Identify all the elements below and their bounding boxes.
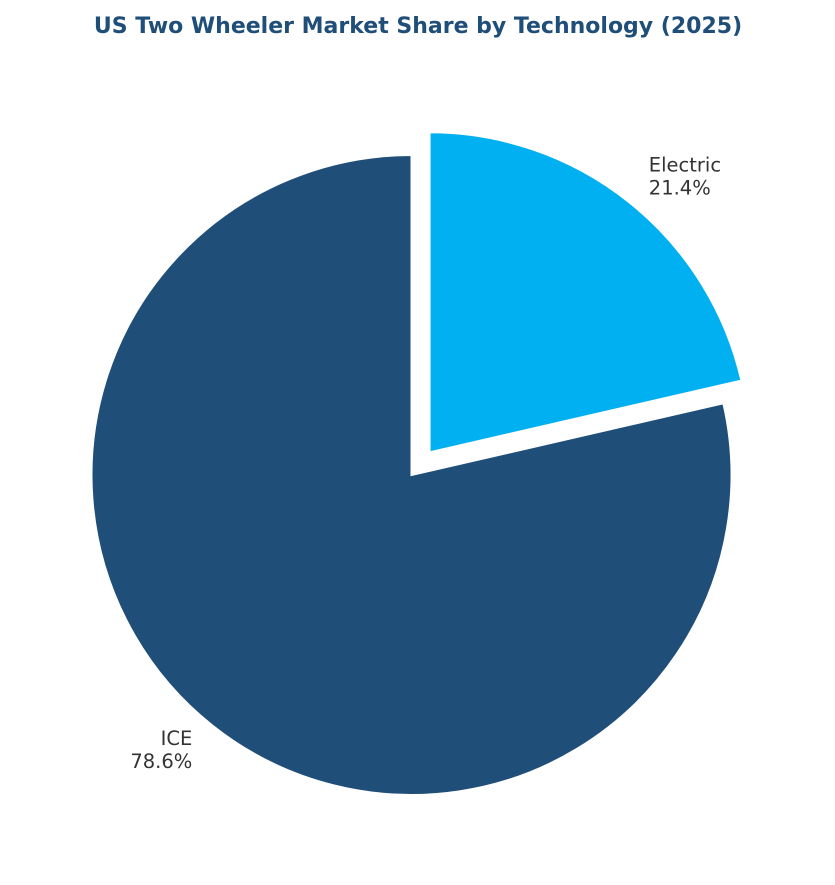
slice-label-electric: Electric <box>649 153 721 176</box>
slice-percent-electric: 21.4% <box>649 176 711 199</box>
pie-slice-electric <box>428 131 743 454</box>
chart-title: US Two Wheeler Market Share by Technolog… <box>94 14 742 39</box>
pie-slice-ice <box>90 153 733 796</box>
slice-percent-ice: 78.6% <box>130 750 192 773</box>
pie-slices <box>90 131 743 796</box>
slice-label-ice: ICE <box>161 727 193 750</box>
